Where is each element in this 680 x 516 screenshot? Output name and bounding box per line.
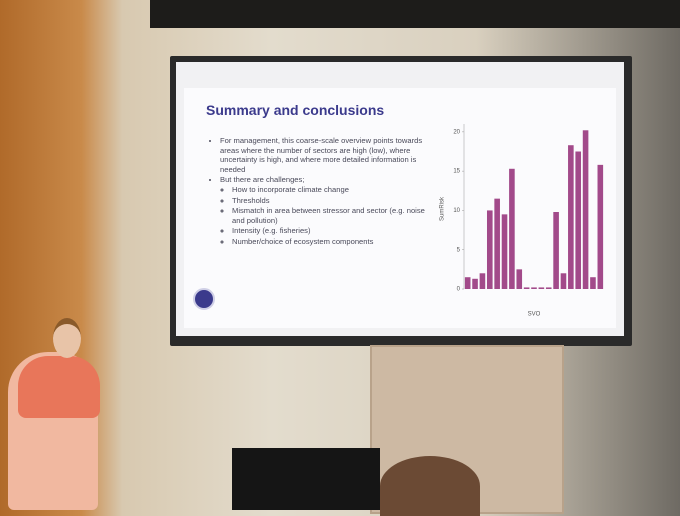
bullet: But there are challenges;How to incorpor…: [220, 175, 430, 246]
bar: [560, 273, 567, 289]
bullet: Intensity (e.g. fisheries): [232, 226, 430, 236]
y-tick-label: 15: [453, 169, 460, 175]
bar: [590, 277, 596, 289]
bar: [523, 287, 530, 289]
bar: [597, 164, 604, 289]
piano: [232, 448, 380, 510]
speaker-jacket: [18, 356, 100, 418]
bullet-list: For management, this coarse-scale overvi…: [210, 136, 430, 248]
slide-title: Summary and conclusions: [206, 102, 385, 118]
bar: [582, 130, 589, 289]
bar: [568, 145, 574, 289]
bar: [501, 214, 508, 289]
ceiling: [150, 0, 680, 28]
y-tick-label: 20: [453, 129, 460, 135]
bar: [575, 151, 582, 289]
bullet: How to incorporate climate change: [232, 185, 430, 195]
speaker-head: [53, 318, 81, 358]
bar: [494, 198, 500, 289]
bar: [538, 287, 545, 289]
bullet: Number/choice of ecosystem components: [232, 237, 430, 247]
bar: [531, 287, 537, 289]
sub-bullet-list: How to incorporate climate changeThresho…: [220, 185, 430, 247]
bar: [464, 277, 471, 289]
bar: [486, 210, 493, 289]
bullet: For management, this coarse-scale overvi…: [220, 136, 430, 174]
bullet: Thresholds: [232, 196, 430, 206]
bar: [472, 278, 478, 289]
audience-head: [380, 456, 480, 516]
chart: SumRisk SVO 0 5 10 15 20: [440, 124, 604, 318]
bar: [545, 287, 552, 289]
y-tick-label: 5: [457, 247, 461, 253]
bar: [509, 168, 515, 289]
slide: Summary and conclusions For management, …: [184, 88, 616, 328]
bar: [479, 273, 486, 289]
bar: [553, 212, 559, 289]
x-axis-label: SVO: [528, 312, 541, 318]
y-axis-label: SumRisk: [440, 196, 446, 221]
bullet: Mismatch in area between stressor and se…: [232, 206, 430, 225]
logo: [193, 288, 215, 310]
bar: [516, 269, 523, 289]
y-tick-label: 10: [453, 208, 460, 214]
y-tick-label: 0: [457, 287, 461, 293]
